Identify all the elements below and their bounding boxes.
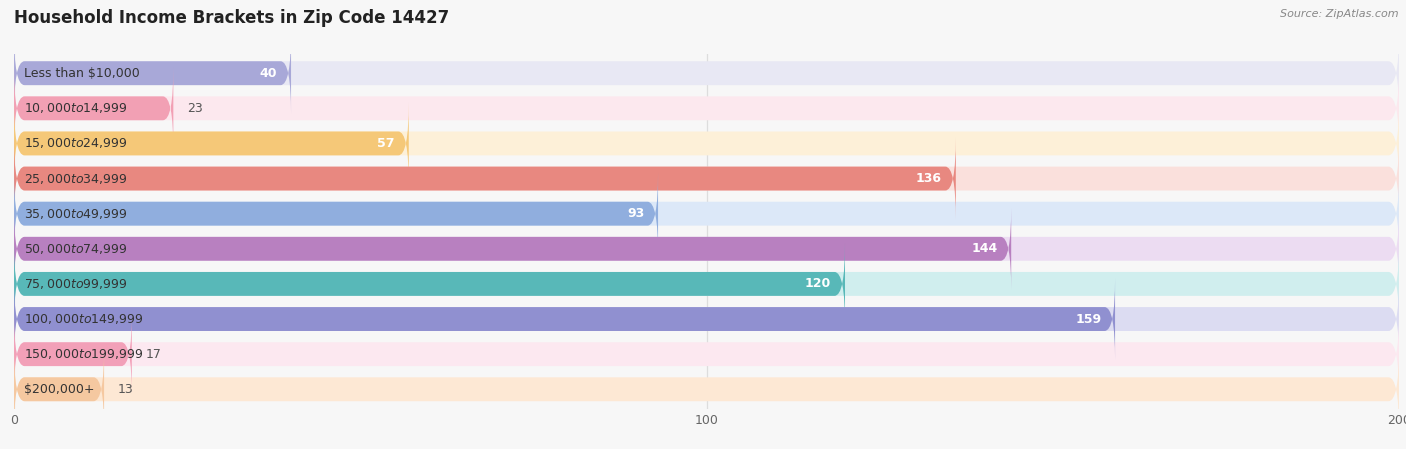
FancyBboxPatch shape — [14, 348, 104, 430]
Text: 23: 23 — [187, 102, 202, 115]
Text: 120: 120 — [804, 277, 831, 291]
Text: Less than $10,000: Less than $10,000 — [24, 67, 141, 79]
FancyBboxPatch shape — [14, 243, 845, 325]
FancyBboxPatch shape — [14, 278, 1115, 360]
Text: 13: 13 — [118, 383, 134, 396]
Text: 40: 40 — [260, 67, 277, 79]
FancyBboxPatch shape — [14, 138, 956, 219]
Text: $10,000 to $14,999: $10,000 to $14,999 — [24, 101, 128, 115]
FancyBboxPatch shape — [14, 32, 291, 114]
FancyBboxPatch shape — [14, 313, 132, 395]
Text: 17: 17 — [146, 348, 162, 361]
FancyBboxPatch shape — [14, 243, 1399, 325]
Text: $75,000 to $99,999: $75,000 to $99,999 — [24, 277, 128, 291]
Text: 159: 159 — [1076, 313, 1101, 326]
FancyBboxPatch shape — [14, 348, 1399, 430]
Text: $150,000 to $199,999: $150,000 to $199,999 — [24, 347, 143, 361]
Text: Household Income Brackets in Zip Code 14427: Household Income Brackets in Zip Code 14… — [14, 9, 450, 27]
Text: 144: 144 — [972, 242, 997, 255]
FancyBboxPatch shape — [14, 138, 1399, 219]
FancyBboxPatch shape — [14, 208, 1011, 290]
FancyBboxPatch shape — [14, 173, 1399, 255]
FancyBboxPatch shape — [14, 32, 1399, 114]
FancyBboxPatch shape — [14, 278, 1399, 360]
Text: $35,000 to $49,999: $35,000 to $49,999 — [24, 207, 128, 220]
FancyBboxPatch shape — [14, 103, 409, 184]
Text: 93: 93 — [627, 207, 644, 220]
FancyBboxPatch shape — [14, 68, 1399, 149]
FancyBboxPatch shape — [14, 313, 1399, 395]
Text: 57: 57 — [377, 137, 395, 150]
FancyBboxPatch shape — [14, 208, 1399, 290]
FancyBboxPatch shape — [14, 103, 1399, 184]
Text: $100,000 to $149,999: $100,000 to $149,999 — [24, 312, 143, 326]
FancyBboxPatch shape — [14, 68, 173, 149]
Text: $25,000 to $34,999: $25,000 to $34,999 — [24, 172, 128, 185]
Text: $15,000 to $24,999: $15,000 to $24,999 — [24, 136, 128, 150]
Text: $200,000+: $200,000+ — [24, 383, 96, 396]
FancyBboxPatch shape — [14, 173, 658, 255]
Text: Source: ZipAtlas.com: Source: ZipAtlas.com — [1281, 9, 1399, 19]
Text: 136: 136 — [915, 172, 942, 185]
Text: $50,000 to $74,999: $50,000 to $74,999 — [24, 242, 128, 256]
